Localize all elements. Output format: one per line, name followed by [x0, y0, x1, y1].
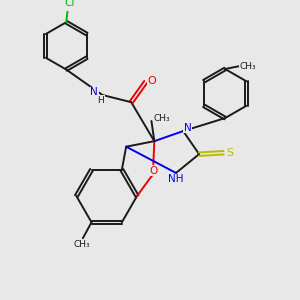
- Text: S: S: [226, 148, 233, 158]
- Text: N: N: [90, 87, 98, 97]
- Text: CH₃: CH₃: [240, 61, 256, 70]
- Text: Cl: Cl: [64, 0, 74, 8]
- Text: CH₃: CH₃: [73, 240, 90, 249]
- Text: NH: NH: [168, 174, 184, 184]
- Text: H: H: [98, 96, 104, 105]
- Text: O: O: [149, 166, 158, 176]
- Text: N: N: [184, 123, 191, 133]
- Text: CH₃: CH₃: [153, 114, 170, 123]
- Text: O: O: [147, 76, 156, 85]
